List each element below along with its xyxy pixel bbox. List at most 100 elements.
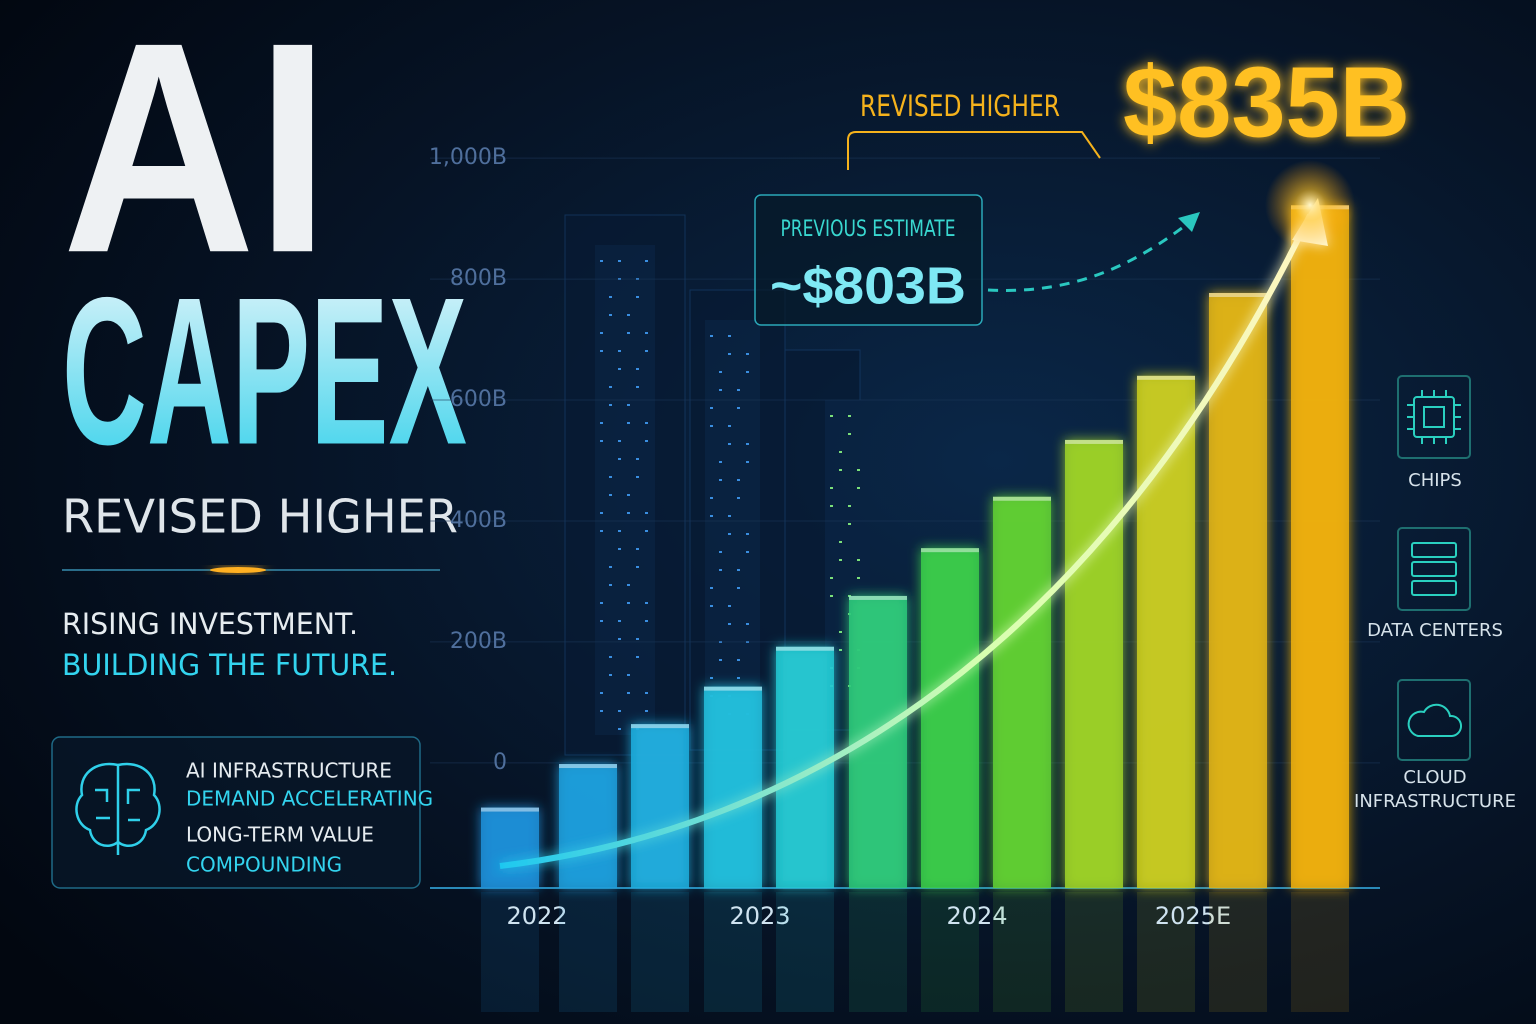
rack-light	[645, 530, 648, 532]
rack-light	[627, 692, 630, 694]
rack-light	[600, 692, 603, 694]
rack-light	[737, 389, 740, 391]
rack-light	[719, 569, 722, 571]
rack-light	[848, 415, 851, 417]
rack-light	[737, 407, 740, 409]
rack-light	[719, 479, 722, 481]
bar	[993, 496, 1051, 888]
rack-light	[645, 692, 648, 694]
rack-light	[710, 497, 713, 499]
rack-light	[627, 404, 630, 406]
y-tick-label: 800B	[450, 266, 507, 291]
rack-light	[636, 656, 639, 658]
rack-light	[627, 314, 630, 316]
bar-reflection	[1209, 892, 1267, 1012]
bar	[559, 764, 617, 888]
rack-light	[609, 584, 612, 586]
rack-light	[728, 533, 731, 535]
rack-light	[600, 260, 603, 262]
bar	[1291, 205, 1349, 888]
rack-light	[645, 350, 648, 352]
bar	[631, 724, 689, 888]
rack-light	[746, 443, 749, 445]
rack-light	[609, 404, 612, 406]
rack-light	[600, 710, 603, 712]
bar-top	[1137, 375, 1195, 380]
rack-light	[719, 659, 722, 661]
bar-top	[921, 548, 979, 553]
bar	[704, 686, 762, 888]
rack-light	[609, 386, 612, 388]
bar-reflection	[993, 892, 1051, 1012]
headline-ai: AI	[62, 0, 330, 315]
rack-light	[645, 260, 648, 262]
rack-light	[645, 422, 648, 424]
rack-light	[609, 566, 612, 568]
icon-label: INFRASTRUCTURE	[1354, 791, 1516, 812]
rack-light	[857, 487, 860, 489]
rack-light	[600, 602, 603, 604]
revised-label: REVISED HIGHER	[860, 89, 1060, 123]
rack-light	[710, 587, 713, 589]
previous-arrowhead	[1178, 212, 1200, 232]
rack-light	[728, 443, 731, 445]
rack-light	[600, 620, 603, 622]
rack-light	[746, 353, 749, 355]
bar-top	[481, 807, 539, 812]
rack-light	[645, 512, 648, 514]
bar-top	[559, 764, 617, 769]
rack-light	[618, 458, 621, 460]
rack-light	[728, 623, 731, 625]
x-tick-label: 2024	[946, 902, 1007, 930]
rack-light	[618, 260, 621, 262]
info-text: LONG-TERM VALUE	[186, 823, 374, 847]
bar-reflection	[1137, 892, 1195, 1012]
rack-light	[618, 638, 621, 640]
rack-light	[719, 389, 722, 391]
rack-light	[830, 487, 833, 489]
rack-light	[645, 710, 648, 712]
rack-light	[609, 476, 612, 478]
rack-light	[728, 515, 731, 517]
rack-light	[839, 649, 842, 651]
info-box	[51, 736, 421, 889]
rack-light	[857, 469, 860, 471]
rack-light	[746, 533, 749, 535]
rack-light	[627, 512, 630, 514]
rack-light	[848, 505, 851, 507]
rack-light	[636, 476, 639, 478]
previous-value: ~$803B	[770, 258, 966, 316]
rack-light	[728, 353, 731, 355]
rack-light	[600, 440, 603, 442]
rack-light	[737, 587, 740, 589]
rack-light	[627, 422, 630, 424]
rack-light	[830, 415, 833, 417]
bar-reflection	[1065, 892, 1123, 1012]
rack-light	[710, 407, 713, 409]
rack-light	[839, 469, 842, 471]
headline-subtitle: REVISED HIGHER	[62, 490, 458, 544]
rack-light	[600, 332, 603, 334]
bar-reflection	[704, 892, 762, 1012]
rack-light	[618, 710, 621, 712]
y-tick-label: 600B	[450, 387, 507, 412]
rack-light	[609, 674, 612, 676]
bar-top	[1065, 439, 1123, 444]
rack-light	[609, 314, 612, 316]
divider-glow	[210, 567, 266, 573]
rack-light	[839, 559, 842, 561]
bar-reflection	[1291, 892, 1349, 1012]
bar-top	[631, 724, 689, 729]
rack-light	[618, 548, 621, 550]
headline-capex: CAPEX	[62, 253, 467, 488]
icon-label: DATA CENTERS	[1367, 620, 1503, 641]
rack-light	[710, 425, 713, 427]
y-tick-label: 400B	[450, 508, 507, 533]
rack-light	[710, 677, 713, 679]
rack-light	[737, 479, 740, 481]
rack-light	[636, 368, 639, 370]
tagline: BUILDING THE FUTURE.	[62, 648, 397, 682]
rack-light	[618, 728, 621, 730]
bar	[481, 807, 539, 888]
y-tick-label: 200B	[450, 629, 507, 654]
